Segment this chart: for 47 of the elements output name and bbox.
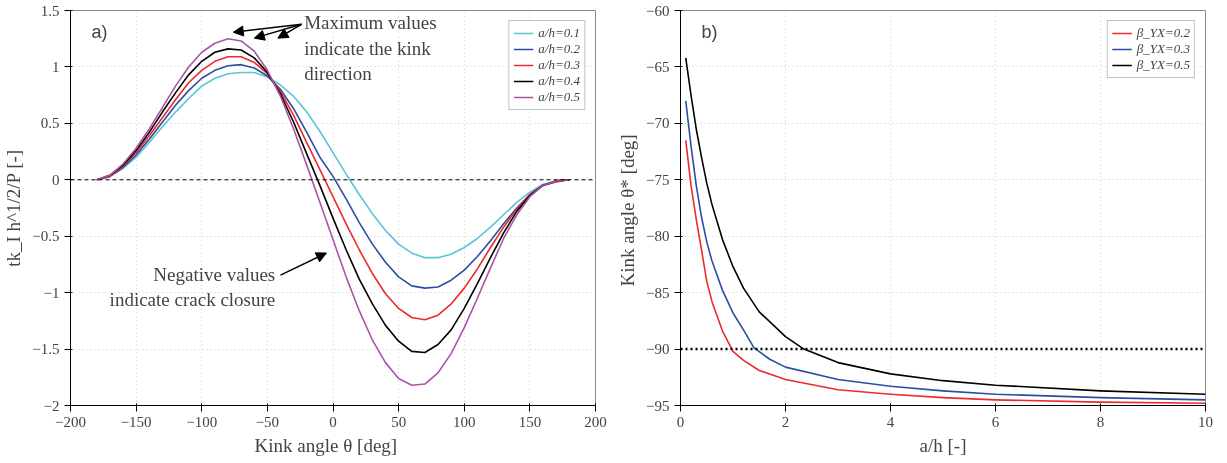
- annotation: a): [91, 22, 108, 43]
- legend-label: a/h=0.1: [538, 25, 580, 41]
- x-tick-label: 100: [453, 413, 476, 430]
- y-tick-label: −1.5: [32, 341, 60, 358]
- y-tick-label: −70: [646, 115, 670, 132]
- x-axis-title: Kink angle θ [deg]: [254, 434, 398, 456]
- annotation: Negative values indicate crack closure: [109, 263, 276, 311]
- x-tick-label: 0: [676, 413, 685, 430]
- y-tick-label: −85: [646, 284, 670, 301]
- x-tick-label: 0: [329, 413, 337, 430]
- y-tick-label: 0.5: [40, 115, 60, 132]
- legend-label: a/h=0.5: [538, 89, 580, 105]
- y-axis-title: tk_I h^1/2/P [-]: [3, 149, 25, 267]
- x-tick-label: 10: [1198, 413, 1213, 430]
- x-axis-title: a/h [-]: [919, 434, 967, 456]
- legend-label: a/h=0.2: [538, 41, 580, 57]
- x-tick-label: −150: [120, 413, 152, 430]
- annotation: b): [701, 22, 718, 43]
- y-tick-label: −0.5: [32, 228, 60, 245]
- y-tick-label: −95: [646, 397, 670, 414]
- legend-label: β_YX=0.2: [1136, 25, 1190, 41]
- y-axis-title: Kink angle θ* [deg]: [617, 134, 639, 287]
- legend-label: a/h=0.3: [538, 57, 580, 73]
- x-tick-label: −200: [55, 413, 86, 430]
- y-tick-label: −1: [43, 284, 60, 301]
- x-tick-label: 6: [991, 413, 1000, 430]
- y-tick-label: −80: [646, 228, 670, 245]
- x-tick-label: 4: [886, 413, 895, 430]
- legend-label: β_YX=0.5: [1136, 57, 1190, 73]
- annotation: Maximum values indicate the kink direction: [304, 12, 437, 84]
- y-tick-label: −60: [646, 2, 670, 19]
- x-tick-label: 50: [391, 413, 407, 430]
- y-tick-label: −90: [646, 341, 670, 358]
- x-tick-label: −50: [255, 413, 280, 430]
- x-tick-label: 150: [518, 413, 542, 430]
- x-tick-label: 200: [584, 413, 607, 430]
- legend-label: β_YX=0.3: [1136, 41, 1190, 57]
- x-tick-label: 2: [781, 413, 790, 430]
- legend-label: a/h=0.4: [538, 73, 580, 89]
- y-tick-label: 0: [52, 171, 60, 188]
- x-tick-label: 8: [1096, 413, 1105, 430]
- y-tick-label: 1.5: [40, 2, 60, 19]
- x-tick-label: −100: [186, 413, 218, 430]
- y-tick-label: −65: [646, 58, 670, 75]
- y-tick-label: 1: [52, 58, 60, 75]
- y-tick-label: −2: [43, 397, 60, 414]
- y-tick-label: −75: [646, 171, 670, 188]
